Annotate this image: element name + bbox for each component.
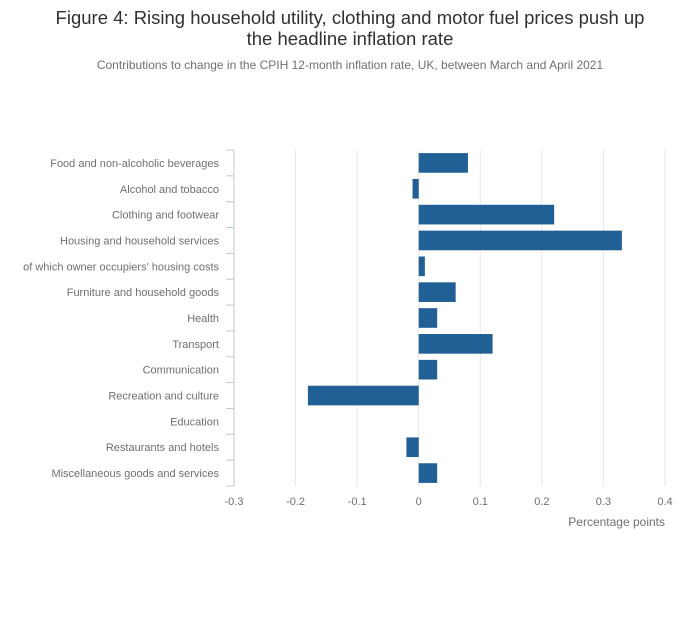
bar[interactable] — [418, 204, 555, 225]
bar[interactable] — [418, 256, 425, 277]
bar[interactable] — [418, 308, 438, 328]
category-label: Food and non-alcoholic beverages — [50, 158, 219, 170]
gridlines — [233, 150, 666, 486]
y-axis: Food and non-alcoholic beverages Alcohol … — [23, 149, 235, 487]
x-tick-label: -0.3 — [225, 496, 244, 508]
chart-subtitle: Contributions to change in the CPIH 12-m… — [96, 58, 604, 72]
x-axis-label: Percentage points — [568, 515, 665, 529]
category-label: Communication — [143, 365, 219, 377]
x-tick-label: 0.3 — [596, 496, 611, 508]
category-label: Alcohol and tobacco — [120, 184, 219, 196]
bar[interactable] — [307, 385, 419, 406]
x-tick-label: 0 — [416, 496, 422, 508]
bar[interactable] — [418, 334, 493, 354]
category-label: Furniture and household goods — [67, 287, 220, 299]
bar[interactable] — [406, 437, 419, 458]
category-label: Miscellaneous goods and services — [51, 468, 219, 480]
bar[interactable] — [418, 359, 438, 380]
x-tick-label: -0.2 — [286, 496, 305, 508]
x-tick-label: 0.2 — [534, 496, 549, 508]
category-label: Housing and household services — [60, 235, 219, 247]
bar[interactable] — [418, 153, 468, 173]
chart-title: Figure 4: Rising household utility, clot… — [0, 7, 700, 49]
bar[interactable] — [412, 178, 419, 199]
category-label: Health — [187, 313, 219, 325]
x-axis: -0.3 -0.2 -0.1 0 0.1 0.2 0.3 0.4 — [225, 496, 673, 508]
bar[interactable] — [418, 230, 622, 251]
category-label: Transport — [172, 339, 219, 351]
bars — [307, 153, 622, 483]
category-label: Clothing and footwear — [112, 210, 219, 222]
category-label: Recreation and culture — [108, 391, 219, 403]
chart-title-line-2: the headline inflation rate — [246, 28, 454, 49]
bar[interactable] — [418, 282, 456, 302]
x-tick-label: 0.1 — [473, 496, 488, 508]
category-label: Restaurants and hotels — [106, 442, 220, 454]
category-label: of which owner occupiers' housing costs — [23, 261, 219, 273]
x-tick-label: 0.4 — [657, 496, 672, 508]
x-tick-label: -0.1 — [348, 496, 367, 508]
category-label: Education — [170, 416, 219, 428]
chart-title-line-1: Figure 4: Rising household utility, clot… — [55, 7, 645, 28]
bar[interactable] — [418, 463, 438, 483]
